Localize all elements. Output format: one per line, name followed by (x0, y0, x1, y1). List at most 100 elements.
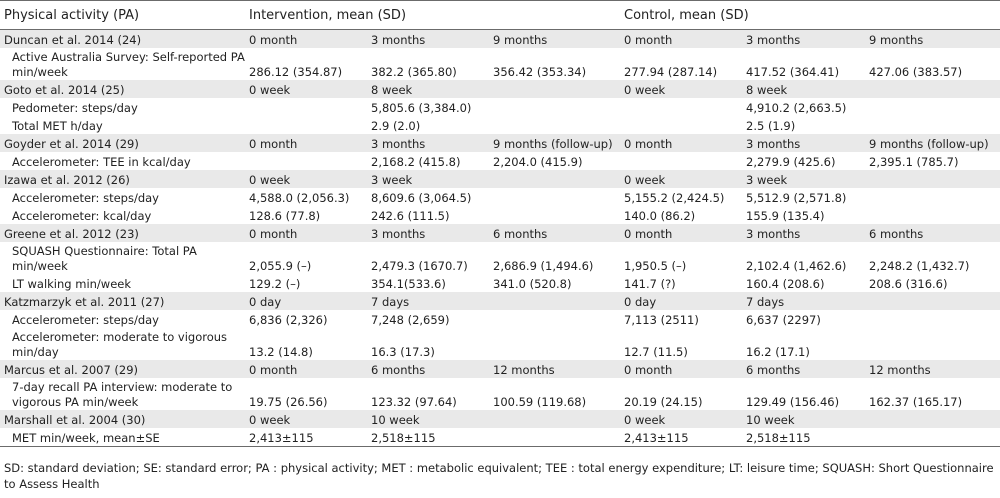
value-cell: 6,637 (2297) (742, 310, 865, 328)
value-cell: 9 months (865, 29, 1000, 48)
measure-row: Accelerometer: TEE in kcal/day 2,168.2 (4… (0, 152, 1000, 170)
value-cell (245, 98, 367, 116)
value-cell: 6 months (865, 224, 1000, 242)
value-cell: 162.37 (165.17) (865, 378, 1000, 410)
value-cell: 6 months (742, 360, 865, 378)
value-cell (489, 206, 620, 224)
value-cell: 2,479.3 (1670.7) (367, 242, 489, 274)
value-cell (489, 328, 620, 360)
value-cell: 3 months (742, 29, 865, 48)
value-cell: 9 months (follow-up) (489, 134, 620, 152)
value-cell: 2,395.1 (785.7) (865, 152, 1000, 170)
value-cell: 0 week (620, 170, 742, 188)
measure-row: Accelerometer: steps/day 4,588.0 (2,056.3… (0, 188, 1000, 206)
value-cell: 13.2 (14.8) (245, 328, 367, 360)
value-cell (489, 80, 620, 98)
value-cell (865, 410, 1000, 428)
value-cell: 9 months (follow-up) (865, 134, 1000, 152)
value-cell: 2,279.9 (425.6) (742, 152, 865, 170)
value-cell: 3 week (367, 170, 489, 188)
pa-table: Physical activity (PA) Intervention, mea… (0, 0, 1000, 447)
value-cell: 0 month (245, 134, 367, 152)
value-cell: 0 day (620, 292, 742, 310)
value-cell: 7,113 (2511) (620, 310, 742, 328)
value-cell: 129.2 (–) (245, 274, 367, 292)
value-cell: 208.6 (316.6) (865, 274, 1000, 292)
study-name-cell: Duncan et al. 2014 (24) (0, 29, 245, 48)
study-row: Goyder et al. 2014 (29) 0 month 3 months 9 … (0, 134, 1000, 152)
value-cell: 427.06 (383.57) (865, 48, 1000, 80)
value-cell: 2,102.4 (1,462.6) (742, 242, 865, 274)
value-cell: 2,413±115 (245, 428, 367, 447)
measure-row: Pedometer: steps/day 5,805.6 (3,384.0) 4,9… (0, 98, 1000, 116)
measure-label-cell: Total MET h/day (0, 116, 245, 134)
value-cell (865, 116, 1000, 134)
value-cell (489, 310, 620, 328)
value-cell: 2,055.9 (–) (245, 242, 367, 274)
value-cell (620, 152, 742, 170)
measure-row: Total MET h/day 2.9 (2.0) 2.5 (1.9) (0, 116, 1000, 134)
measure-label-cell: Accelerometer: kcal/day (0, 206, 245, 224)
measure-label-cell: 7-day recall PA interview: moderate to v… (0, 378, 245, 410)
value-cell: 155.9 (135.4) (742, 206, 865, 224)
value-cell (865, 428, 1000, 447)
value-cell: 16.3 (17.3) (367, 328, 489, 360)
value-cell: 9 months (489, 29, 620, 48)
value-cell (865, 292, 1000, 310)
study-row: Duncan et al. 2014 (24) 0 month 3 months 9 … (0, 29, 1000, 48)
value-cell (620, 98, 742, 116)
value-cell: 417.52 (364.41) (742, 48, 865, 80)
measure-row: Accelerometer: steps/day 6,836 (2,326) 7,2… (0, 310, 1000, 328)
value-cell: 3 months (367, 134, 489, 152)
value-cell (245, 116, 367, 134)
value-cell: 2,248.2 (1,432.7) (865, 242, 1000, 274)
value-cell: 6,836 (2,326) (245, 310, 367, 328)
value-cell: 12 months (489, 360, 620, 378)
value-cell (489, 428, 620, 447)
value-cell: 123.32 (97.64) (367, 378, 489, 410)
measure-row: Accelerometer: kcal/day 128.6 (77.8) 242.6… (0, 206, 1000, 224)
value-cell: 242.6 (111.5) (367, 206, 489, 224)
study-name-cell: Greene et al. 2012 (23) (0, 224, 245, 242)
measure-row: 7-day recall PA interview: moderate to v… (0, 378, 1000, 410)
value-cell (865, 310, 1000, 328)
value-cell: 7 days (367, 292, 489, 310)
value-cell: 3 months (367, 224, 489, 242)
measure-label-cell: SQUASH Questionnaire: Total PA min/week (0, 242, 245, 274)
value-cell (489, 116, 620, 134)
value-cell: 128.6 (77.8) (245, 206, 367, 224)
value-cell: 1,950.5 (–) (620, 242, 742, 274)
value-cell: 2,518±115 (367, 428, 489, 447)
value-cell: 0 month (620, 134, 742, 152)
value-cell: 3 months (742, 224, 865, 242)
value-cell (865, 170, 1000, 188)
value-cell: 2,413±115 (620, 428, 742, 447)
value-cell: 8 week (742, 80, 865, 98)
header-row: Physical activity (PA) Intervention, mea… (0, 0, 1000, 30)
value-cell: 7 days (742, 292, 865, 310)
value-cell: 160.4 (208.6) (742, 274, 865, 292)
value-cell (865, 188, 1000, 206)
value-cell: 3 months (367, 29, 489, 48)
value-cell: 0 month (620, 29, 742, 48)
value-cell (489, 188, 620, 206)
value-cell: 286.12 (354.87) (245, 48, 367, 80)
value-cell: 277.94 (287.14) (620, 48, 742, 80)
measure-row: MET min/week, mean±SE 2,413±115 2,518±115 2… (0, 428, 1000, 447)
value-cell: 4,910.2 (2,663.5) (742, 98, 865, 116)
value-cell: 3 months (742, 134, 865, 152)
value-cell: 382.2 (365.80) (367, 48, 489, 80)
study-name-cell: Goyder et al. 2014 (29) (0, 134, 245, 152)
value-cell: 356.42 (353.34) (489, 48, 620, 80)
measure-label-cell: MET min/week, mean±SE (0, 428, 245, 447)
value-cell (865, 206, 1000, 224)
value-cell: 7,248 (2,659) (367, 310, 489, 328)
value-cell: 2,204.0 (415.9) (489, 152, 620, 170)
value-cell: 0 week (245, 410, 367, 428)
value-cell: 0 month (245, 360, 367, 378)
table-footnote: SD: standard deviation; SE: standard err… (4, 461, 994, 491)
value-cell: 141.7 (?) (620, 274, 742, 292)
measure-row: Accelerometer: moderate to vigorous min/… (0, 328, 1000, 360)
value-cell: 2.5 (1.9) (742, 116, 865, 134)
value-cell: 2.9 (2.0) (367, 116, 489, 134)
